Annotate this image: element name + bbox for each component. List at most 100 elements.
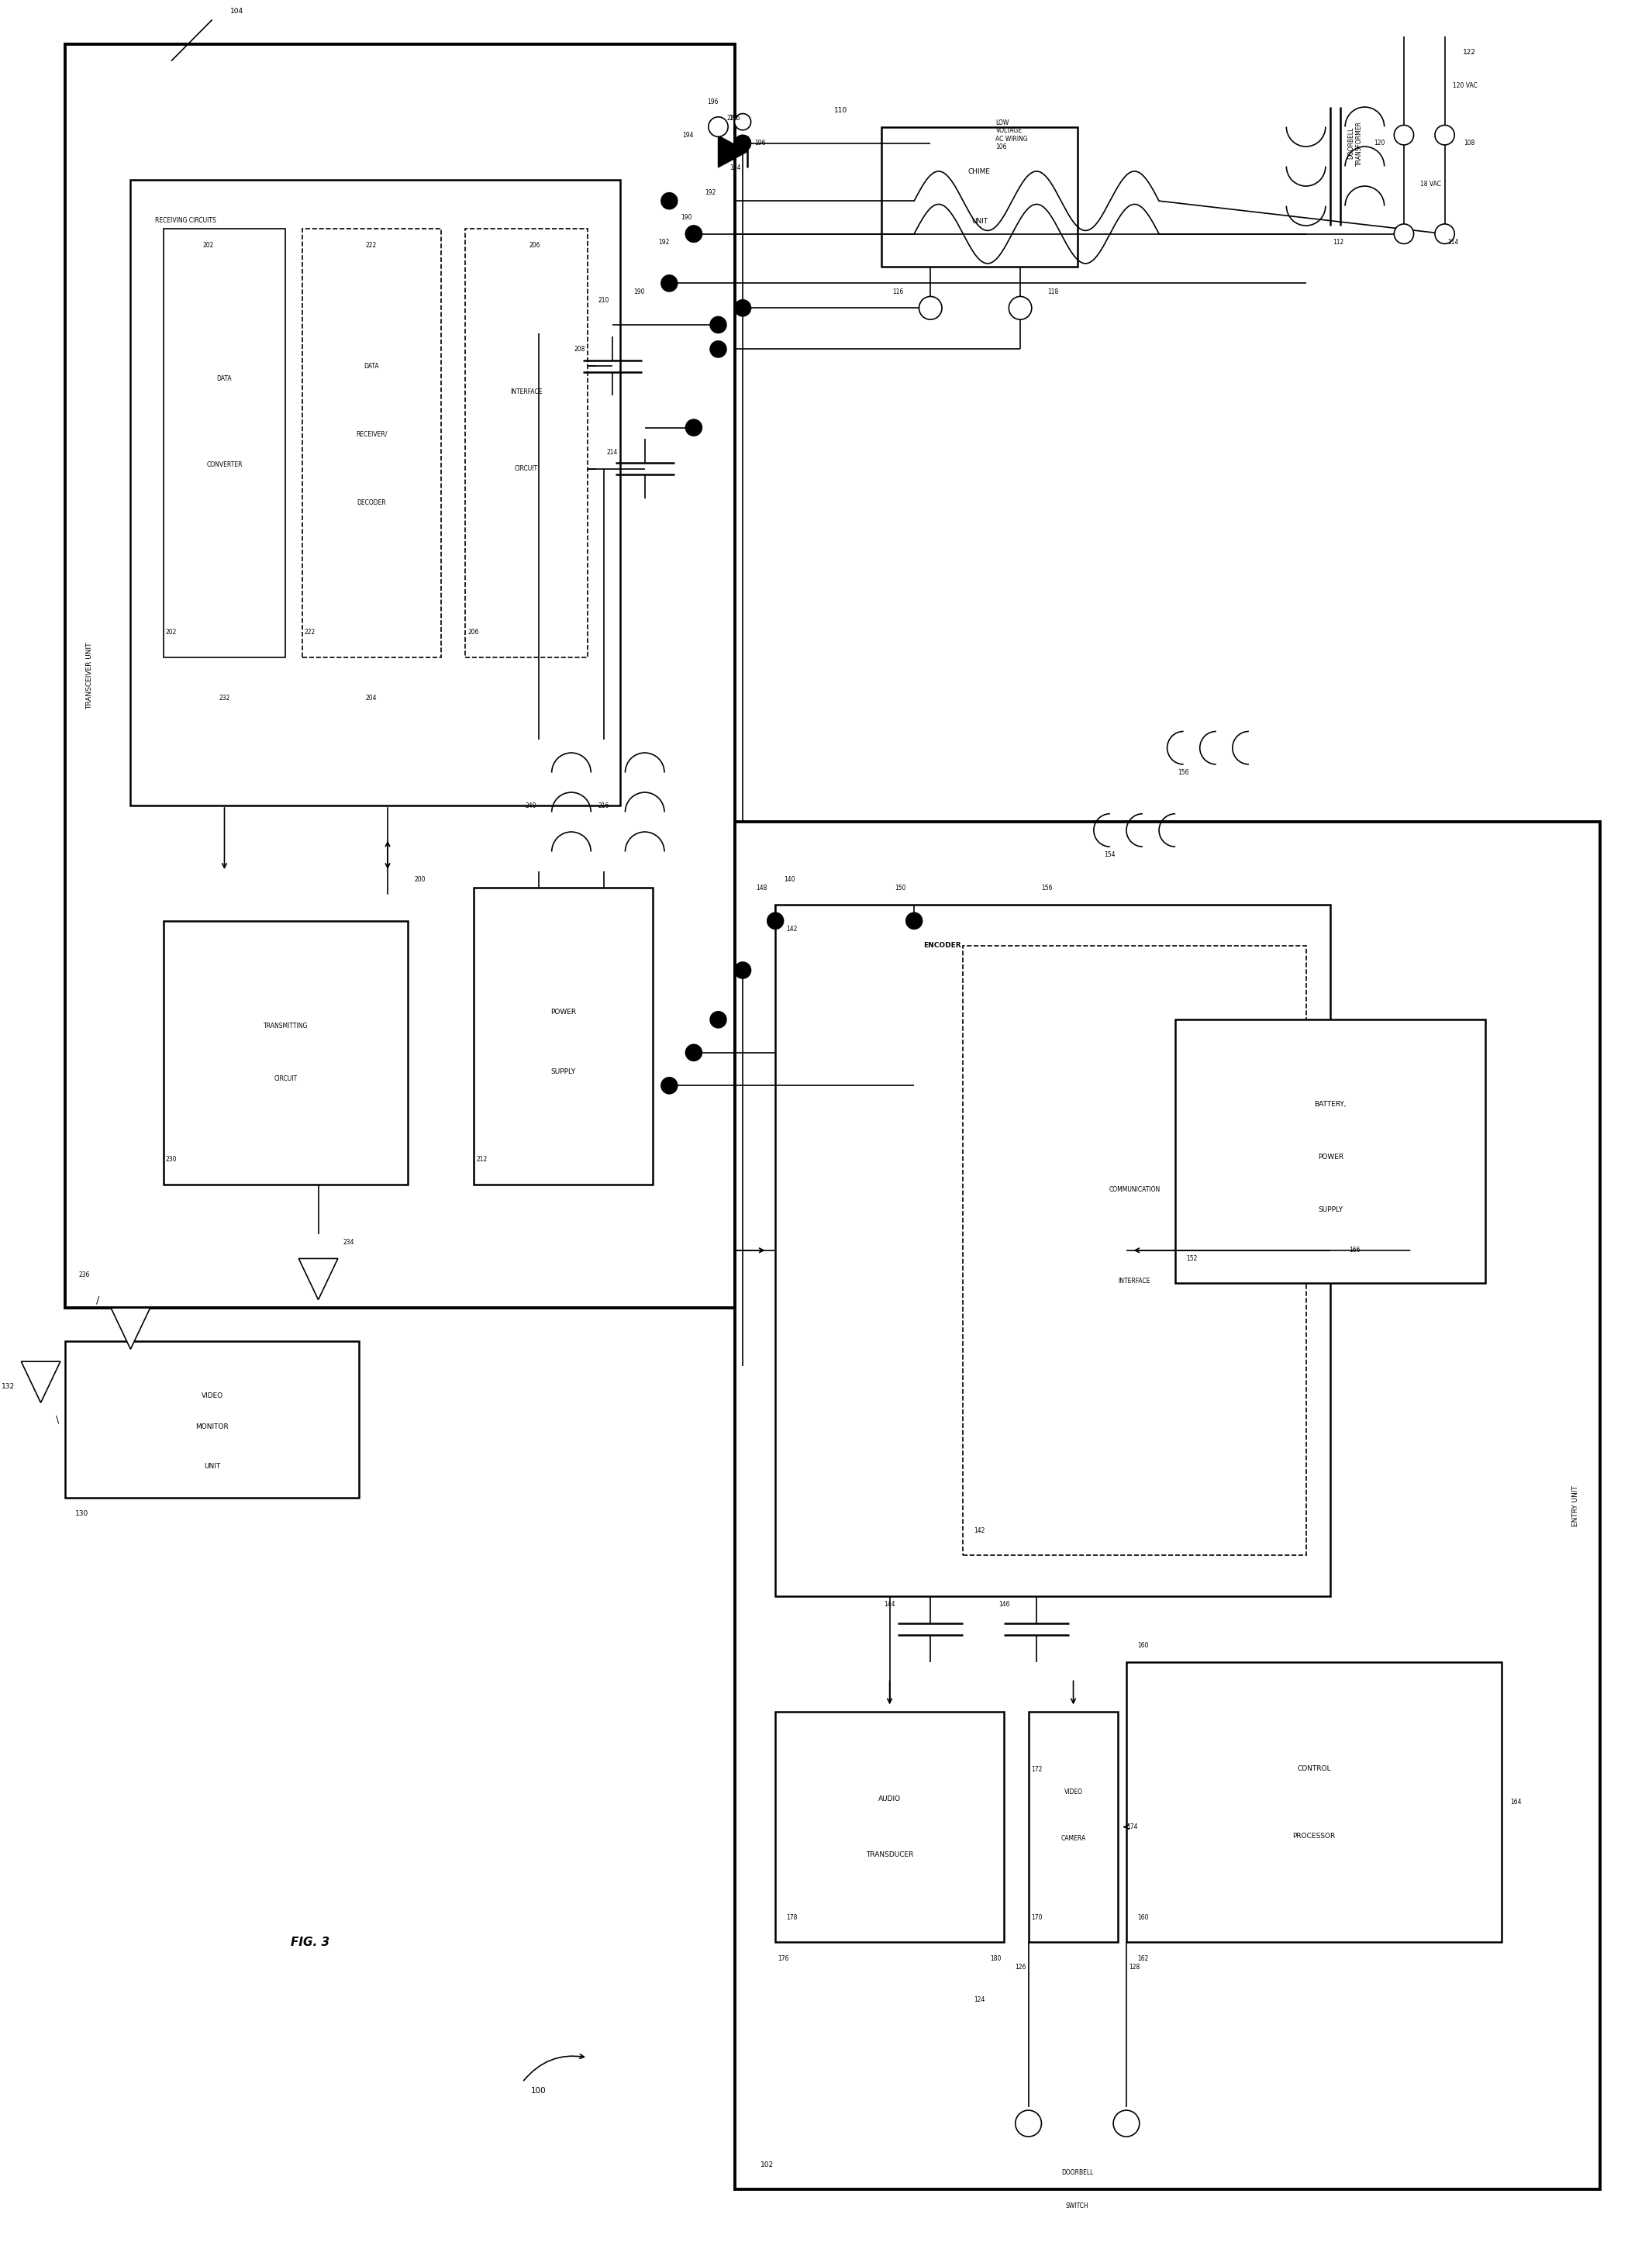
Text: 210: 210	[598, 296, 610, 303]
Text: 114: 114	[1447, 238, 1459, 247]
Text: 190: 190	[633, 287, 644, 296]
Text: 166: 166	[1350, 1247, 1361, 1253]
Text: 110: 110	[834, 108, 847, 114]
Text: 196: 196	[729, 114, 740, 121]
Text: 214: 214	[606, 448, 618, 455]
Text: 196: 196	[755, 139, 765, 146]
Text: 120 VAC: 120 VAC	[1452, 83, 1477, 90]
FancyBboxPatch shape	[882, 128, 1077, 267]
Text: 162: 162	[1137, 1955, 1148, 1962]
Text: 108: 108	[1464, 139, 1475, 146]
Text: 102: 102	[760, 2161, 773, 2168]
Text: 174: 174	[1127, 1823, 1138, 1829]
Text: 128: 128	[1128, 1964, 1140, 1971]
Circle shape	[709, 117, 729, 137]
Circle shape	[710, 341, 727, 356]
FancyBboxPatch shape	[466, 229, 588, 657]
Circle shape	[919, 296, 942, 321]
Text: 222: 222	[304, 630, 316, 637]
Text: 178: 178	[786, 1915, 798, 1921]
Text: 152: 152	[1186, 1256, 1198, 1262]
Circle shape	[710, 316, 727, 334]
Text: 100: 100	[530, 2087, 547, 2094]
Text: DECODER: DECODER	[357, 500, 387, 507]
Text: FIG. 3: FIG. 3	[291, 1937, 329, 1948]
Circle shape	[767, 912, 783, 928]
Polygon shape	[719, 137, 748, 168]
Text: TRANSDUCER: TRANSDUCER	[866, 1852, 914, 1859]
Text: BATTERY,: BATTERY,	[1315, 1101, 1346, 1108]
Circle shape	[1394, 126, 1414, 146]
FancyBboxPatch shape	[1029, 1711, 1118, 1942]
Text: 126: 126	[1014, 1964, 1026, 1971]
Text: CONVERTER: CONVERTER	[206, 462, 243, 469]
Text: 208: 208	[573, 345, 585, 352]
Text: 132: 132	[2, 1383, 15, 1390]
Text: 124: 124	[975, 1995, 985, 2004]
Text: 156: 156	[1042, 883, 1052, 892]
Circle shape	[1016, 2110, 1041, 2137]
Text: SWITCH: SWITCH	[1066, 2202, 1089, 2208]
Text: 202: 202	[165, 630, 177, 637]
Text: CHIME: CHIME	[968, 168, 991, 175]
FancyBboxPatch shape	[1175, 1020, 1485, 1282]
Circle shape	[686, 1045, 702, 1060]
Text: DOORBELL: DOORBELL	[1061, 2170, 1094, 2177]
Text: CIRCUIT: CIRCUIT	[274, 1076, 297, 1083]
Text: 142: 142	[975, 1527, 985, 1534]
Text: TRANSMITTING: TRANSMITTING	[263, 1022, 307, 1029]
Text: 18 VAC: 18 VAC	[1421, 182, 1441, 188]
Text: 116: 116	[892, 287, 904, 296]
Text: 206: 206	[529, 242, 540, 249]
Circle shape	[1394, 224, 1414, 244]
Text: MONITOR: MONITOR	[195, 1424, 228, 1430]
FancyBboxPatch shape	[735, 823, 1599, 2190]
Text: UNIT: UNIT	[203, 1462, 220, 1469]
Text: 190: 190	[681, 213, 692, 222]
Text: POWER: POWER	[1318, 1152, 1343, 1161]
Text: 104: 104	[230, 9, 243, 16]
FancyBboxPatch shape	[131, 179, 620, 805]
Text: 144: 144	[884, 1601, 895, 1608]
Text: POWER: POWER	[550, 1009, 577, 1016]
Circle shape	[1113, 2110, 1140, 2137]
Text: ENTRY UNIT: ENTRY UNIT	[1571, 1484, 1579, 1527]
Text: UNIT: UNIT	[971, 217, 988, 224]
Text: 176: 176	[778, 1955, 790, 1962]
Circle shape	[1009, 296, 1032, 321]
Text: 130: 130	[74, 1511, 88, 1518]
Circle shape	[661, 1078, 677, 1094]
Circle shape	[1436, 224, 1454, 244]
Text: PROCESSOR: PROCESSOR	[1294, 1832, 1335, 1838]
Circle shape	[686, 419, 702, 435]
Text: 150: 150	[895, 883, 905, 892]
Text: 230: 230	[165, 1157, 177, 1164]
Text: 202: 202	[203, 242, 213, 249]
Text: 170: 170	[1031, 1915, 1042, 1921]
Text: 146: 146	[998, 1601, 1009, 1608]
Text: 200: 200	[415, 877, 426, 883]
FancyBboxPatch shape	[164, 921, 408, 1184]
Text: 154: 154	[1105, 852, 1115, 859]
Text: AUDIO: AUDIO	[879, 1796, 900, 1803]
Text: 220: 220	[727, 114, 737, 121]
Text: 212: 212	[476, 1157, 487, 1164]
Text: 206: 206	[468, 630, 479, 637]
Text: 192: 192	[657, 238, 669, 247]
Polygon shape	[21, 1361, 61, 1403]
Text: 216: 216	[598, 803, 610, 809]
FancyBboxPatch shape	[64, 1341, 358, 1498]
Text: RECEIVER/: RECEIVER/	[355, 430, 387, 437]
FancyBboxPatch shape	[963, 946, 1307, 1556]
Text: CAMERA: CAMERA	[1061, 1834, 1085, 1843]
Circle shape	[710, 1011, 727, 1027]
FancyBboxPatch shape	[302, 229, 441, 657]
Text: 240: 240	[525, 803, 537, 809]
Polygon shape	[299, 1258, 339, 1300]
Text: 194: 194	[682, 132, 694, 139]
Text: 204: 204	[365, 695, 377, 702]
FancyBboxPatch shape	[775, 1711, 1004, 1942]
FancyBboxPatch shape	[775, 904, 1330, 1596]
Circle shape	[1436, 126, 1454, 146]
Circle shape	[735, 300, 752, 316]
